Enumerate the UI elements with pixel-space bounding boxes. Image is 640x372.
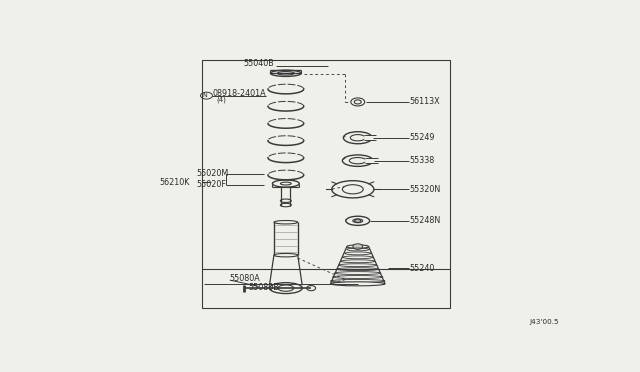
- Ellipse shape: [344, 132, 372, 144]
- Circle shape: [355, 219, 361, 222]
- Ellipse shape: [332, 181, 374, 198]
- Ellipse shape: [346, 216, 370, 225]
- Text: 55320N: 55320N: [410, 185, 441, 194]
- Circle shape: [353, 244, 363, 249]
- Bar: [364, 135, 376, 140]
- Text: J43'00.5: J43'00.5: [529, 320, 559, 326]
- Text: 08918-2401A: 08918-2401A: [213, 89, 266, 99]
- Bar: [365, 158, 378, 163]
- Ellipse shape: [353, 219, 363, 223]
- Ellipse shape: [274, 253, 298, 257]
- Text: N: N: [203, 93, 207, 98]
- Ellipse shape: [274, 221, 298, 224]
- Text: 55040B: 55040B: [243, 59, 274, 68]
- Ellipse shape: [307, 286, 316, 291]
- Ellipse shape: [280, 199, 291, 202]
- Text: 55249: 55249: [410, 133, 435, 142]
- Text: 55080B: 55080B: [248, 283, 279, 292]
- Circle shape: [351, 98, 365, 106]
- Text: 55020M: 55020M: [196, 169, 229, 178]
- Ellipse shape: [280, 203, 291, 207]
- Text: 56210K: 56210K: [159, 178, 189, 187]
- Text: 55338: 55338: [410, 156, 435, 165]
- Ellipse shape: [342, 155, 373, 166]
- Bar: [202, 60, 449, 308]
- Ellipse shape: [269, 283, 302, 294]
- Ellipse shape: [347, 245, 369, 248]
- Text: 55240: 55240: [410, 264, 435, 273]
- Ellipse shape: [273, 180, 300, 187]
- Ellipse shape: [330, 282, 385, 286]
- Ellipse shape: [271, 70, 301, 76]
- Text: 55248N: 55248N: [410, 216, 441, 225]
- Text: 55020F: 55020F: [196, 180, 227, 189]
- Text: 55080A: 55080A: [230, 273, 260, 283]
- Text: (4): (4): [216, 96, 227, 103]
- Text: 56113X: 56113X: [410, 97, 440, 106]
